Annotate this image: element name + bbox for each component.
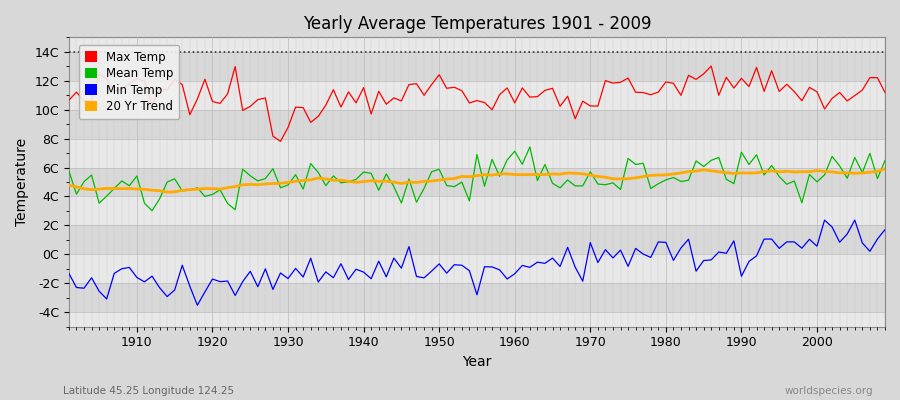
Text: Latitude 45.25 Longitude 124.25: Latitude 45.25 Longitude 124.25 (63, 386, 234, 396)
Text: worldspecies.org: worldspecies.org (785, 386, 873, 396)
Bar (69, 283, 885, 312)
Y-axis label: Temperature: Temperature (15, 138, 29, 226)
X-axis label: Year: Year (463, 355, 491, 369)
Bar (69, 168, 885, 196)
Title: Yearly Average Temperatures 1901 - 2009: Yearly Average Temperatures 1901 - 2009 (302, 15, 652, 33)
Legend: Max Temp, Mean Temp, Min Temp, 20 Yr Trend: Max Temp, Mean Temp, Min Temp, 20 Yr Tre… (79, 45, 179, 119)
Bar (69, 110, 885, 139)
Bar (69, 226, 885, 254)
Bar (69, 52, 885, 81)
